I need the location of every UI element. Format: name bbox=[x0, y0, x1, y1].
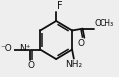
Text: O: O bbox=[94, 19, 101, 28]
Text: O: O bbox=[27, 61, 34, 70]
Text: NH₂: NH₂ bbox=[65, 60, 82, 69]
Text: N⁺: N⁺ bbox=[19, 44, 30, 53]
Text: ⁻O: ⁻O bbox=[0, 44, 12, 53]
Text: F: F bbox=[57, 1, 63, 11]
Text: O: O bbox=[77, 39, 84, 48]
Text: CH₃: CH₃ bbox=[100, 19, 114, 28]
